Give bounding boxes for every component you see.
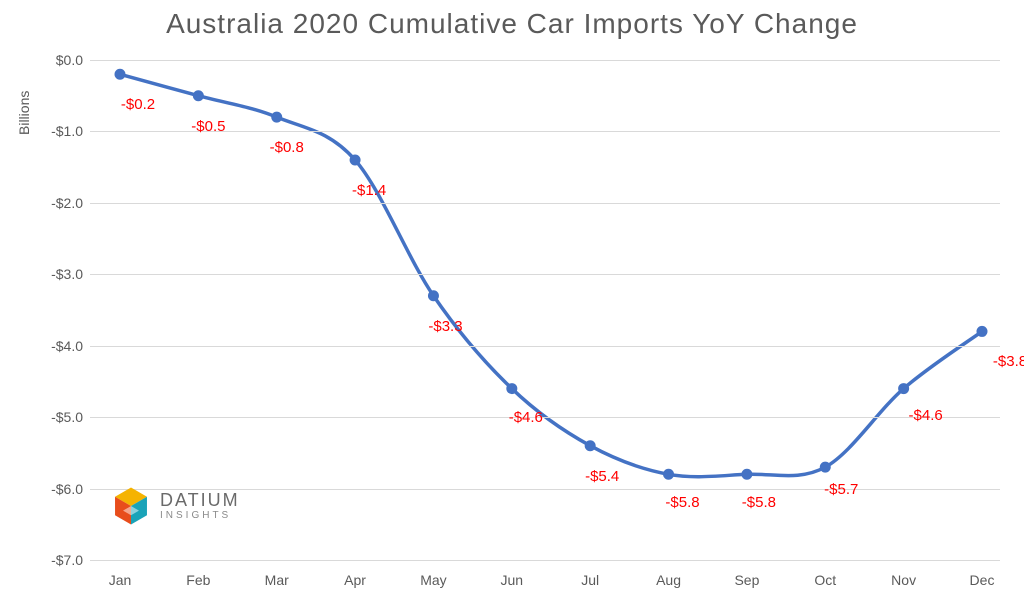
x-tick-label: Oct (814, 572, 836, 588)
data-marker (115, 69, 125, 79)
x-tick-label: Jul (581, 572, 599, 588)
brand-logo: DATIUM INSIGHTS (110, 485, 240, 527)
data-label: -$5.4 (585, 468, 619, 485)
logo-icon (110, 485, 152, 527)
data-marker (899, 384, 909, 394)
y-tick-label: $0.0 (35, 52, 83, 68)
data-marker (193, 91, 203, 101)
data-marker (272, 112, 282, 122)
x-tick-label: Sep (734, 572, 759, 588)
logo-text: DATIUM INSIGHTS (160, 491, 240, 521)
data-marker (585, 441, 595, 451)
gridline (90, 274, 1000, 275)
y-tick-label: -$5.0 (35, 409, 83, 425)
gridline (90, 346, 1000, 347)
data-marker (742, 469, 752, 479)
chart-title: Australia 2020 Cumulative Car Imports Yo… (0, 8, 1024, 40)
data-label: -$4.6 (909, 407, 943, 424)
y-axis-title: Billions (16, 91, 32, 135)
y-tick-label: -$4.0 (35, 338, 83, 354)
logo-sub: INSIGHTS (160, 511, 240, 521)
data-label: -$5.8 (742, 494, 776, 511)
data-marker (428, 291, 438, 301)
data-marker (350, 155, 360, 165)
gridline (90, 60, 1000, 61)
x-tick-label: Jun (501, 572, 524, 588)
x-tick-label: Feb (186, 572, 210, 588)
data-marker (820, 462, 830, 472)
data-marker (977, 326, 987, 336)
y-tick-label: -$6.0 (35, 481, 83, 497)
data-marker (664, 469, 674, 479)
data-label: -$5.8 (665, 494, 699, 511)
gridline (90, 560, 1000, 561)
data-label: -$0.5 (191, 118, 225, 135)
gridline (90, 131, 1000, 132)
data-label: -$0.8 (270, 139, 304, 156)
data-label: -$3.8 (993, 353, 1024, 370)
data-label: -$5.7 (824, 481, 858, 498)
y-tick-label: -$1.0 (35, 123, 83, 139)
gridline (90, 417, 1000, 418)
x-tick-label: Jan (109, 572, 132, 588)
data-label: -$1.4 (352, 182, 386, 199)
data-label: -$3.3 (428, 318, 462, 335)
x-tick-label: Aug (656, 572, 681, 588)
y-tick-label: -$3.0 (35, 266, 83, 282)
data-marker (507, 384, 517, 394)
logo-brand: DATIUM (160, 491, 240, 509)
x-tick-label: Nov (891, 572, 916, 588)
x-tick-label: Apr (344, 572, 366, 588)
x-tick-label: Mar (265, 572, 289, 588)
chart-container: Australia 2020 Cumulative Car Imports Yo… (0, 0, 1024, 616)
x-tick-label: Dec (970, 572, 995, 588)
y-tick-label: -$2.0 (35, 195, 83, 211)
y-tick-label: -$7.0 (35, 552, 83, 568)
data-label: -$4.6 (509, 409, 543, 426)
data-label: -$0.2 (121, 96, 155, 113)
x-tick-label: May (420, 572, 446, 588)
gridline (90, 203, 1000, 204)
